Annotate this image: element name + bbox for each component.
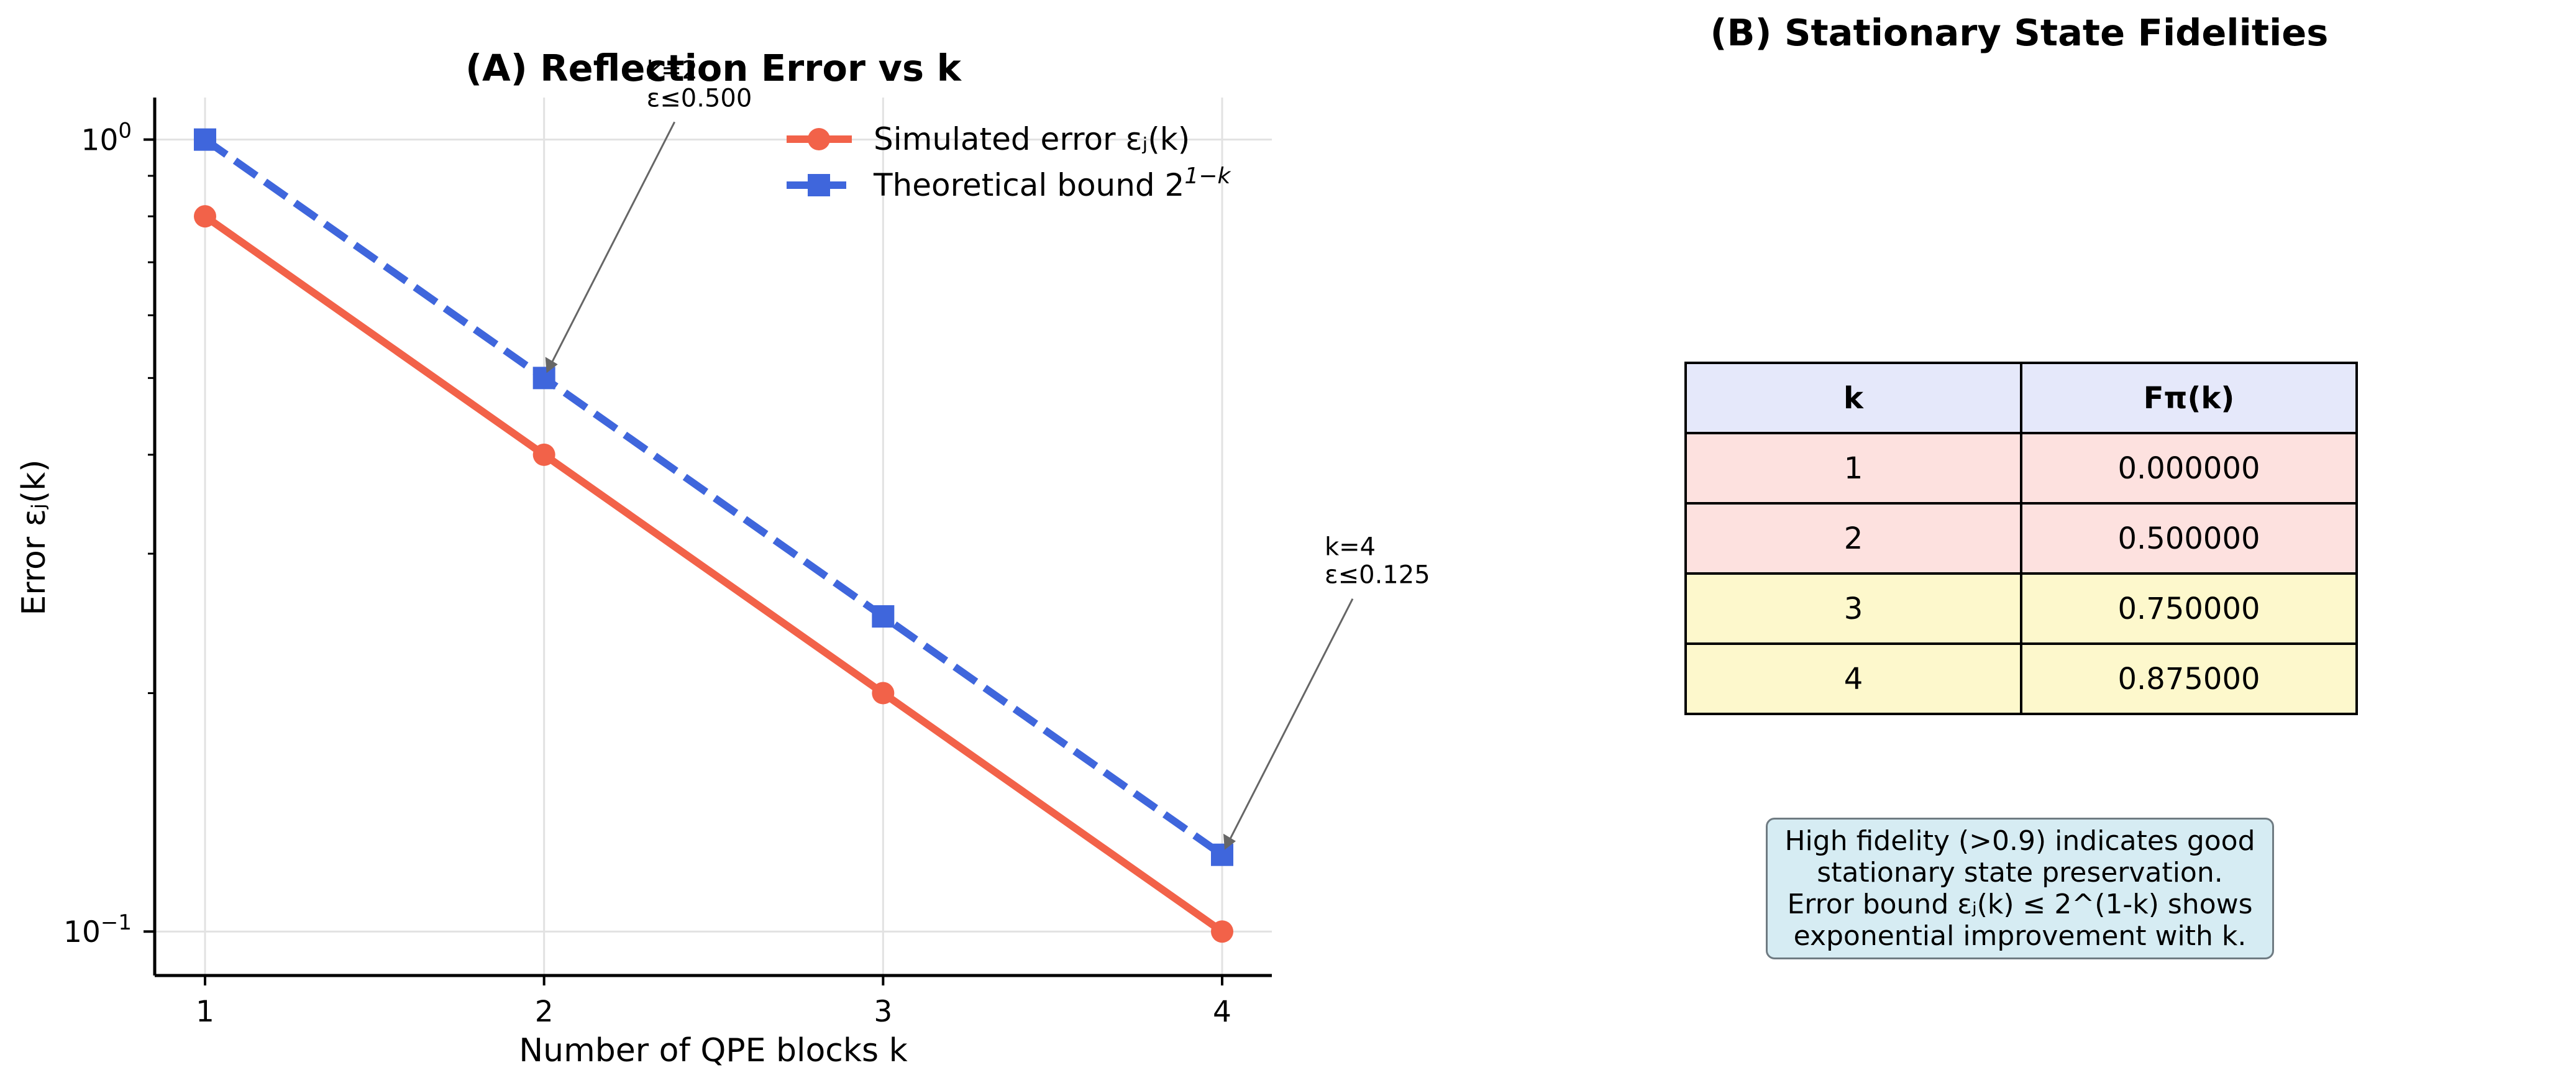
cell-fidelity: 0.000000	[2020, 432, 2358, 505]
table-row: 3 0.750000	[1684, 572, 2358, 645]
chart-b-title: (B) Stationary State Fidelities	[1710, 11, 2329, 54]
note-line: High fidelity (>0.9) indicates good	[1784, 825, 2255, 857]
annotations: k=2ε≤0.500 k=4ε≤0.125	[545, 56, 1430, 850]
x-tick-label: 3	[874, 995, 892, 1029]
annotation-arrowhead	[545, 357, 558, 373]
annotation-text: k=2	[647, 56, 698, 85]
data-point-circle	[532, 443, 555, 466]
legend: Simulated error εⱼ(k) Theoretical bound …	[787, 121, 1231, 203]
cell-fidelity: 0.750000	[2020, 572, 2358, 645]
legend-label-bound-base: Theoretical bound 2	[873, 167, 1184, 203]
annotation-arrowhead	[1223, 833, 1236, 850]
series-layer	[194, 128, 1233, 943]
x-axis-label: Number of QPE blocks k	[519, 1032, 907, 1069]
y-axis-label: Error εⱼ(k)	[16, 459, 53, 615]
table-header-row: k Fπ(k)	[1684, 362, 2358, 434]
data-point-circle	[872, 682, 895, 705]
chart-a-title: (A) Reflection Error vs k	[465, 47, 962, 89]
annotation-text: k=4	[1325, 533, 1376, 562]
data-point-circle	[194, 205, 216, 228]
table-body: 1 0.000000 2 0.500000 3 0.750000 4 0.875000	[1684, 432, 2358, 715]
y-tick-label: 10−1	[63, 910, 132, 949]
data-point-circle	[1211, 920, 1233, 943]
legend-marker-bound	[808, 174, 830, 196]
column-header-fidelity: Fπ(k)	[2020, 362, 2358, 434]
cell-fidelity: 0.500000	[2020, 502, 2358, 575]
note-box: High fidelity (>0.9) indicates good stat…	[1766, 818, 2274, 959]
x-tick-label: 1	[196, 995, 214, 1029]
legend-label-bound-exp: 1−k	[1184, 163, 1231, 189]
annotation-text: ε≤0.500	[647, 84, 752, 112]
data-point-square	[1211, 843, 1233, 866]
y-tick-label: 100	[81, 119, 132, 158]
series-line-0	[203, 213, 1225, 935]
grid-lines	[155, 98, 1272, 976]
table-row: 4 0.875000	[1684, 642, 2358, 715]
table-row: 1 0.000000	[1684, 432, 2358, 505]
data-point-square	[532, 367, 555, 390]
cell-k: 1	[1684, 432, 2022, 505]
note-line: exponential improvement with k.	[1793, 920, 2247, 952]
table-row: 2 0.500000	[1684, 502, 2358, 575]
annotation-arrow	[547, 121, 676, 372]
series-line-1	[203, 136, 1225, 858]
cell-k: 4	[1684, 642, 2022, 715]
note-line: Error bound εⱼ(k) ≤ 2^(1-k) shows	[1787, 889, 2253, 920]
x-ticks: 1 2 3 4	[196, 976, 1231, 1029]
y-ticks: 100 10−1	[63, 119, 155, 949]
legend-marker-simulated	[808, 128, 830, 150]
x-tick-label: 2	[535, 995, 554, 1029]
note-line: stationary state preservation.	[1817, 857, 2223, 889]
cell-k: 3	[1684, 572, 2022, 645]
data-point-square	[872, 605, 895, 628]
fidelity-table: k Fπ(k) 1 0.000000 2 0.500000 3 0.750000 4 0.87…	[1684, 362, 2358, 715]
column-header-k: k	[1684, 362, 2022, 434]
annotation-text: ε≤0.125	[1325, 561, 1430, 590]
cell-fidelity: 0.875000	[2020, 642, 2358, 715]
cell-k: 2	[1684, 502, 2022, 575]
data-point-square	[194, 128, 216, 151]
annotation-arrow	[1225, 598, 1354, 848]
legend-label-simulated: Simulated error εⱼ(k)	[874, 121, 1190, 157]
legend-label-bound: Theoretical bound 21−k	[873, 163, 1231, 203]
x-tick-label: 4	[1213, 995, 1231, 1029]
